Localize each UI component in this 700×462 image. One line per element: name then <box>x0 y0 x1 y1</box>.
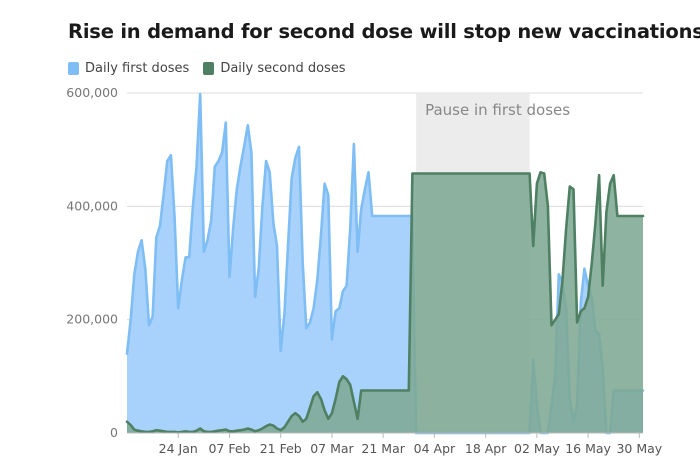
x-tick-label: 24 Jan <box>159 441 198 456</box>
series-layer <box>125 92 645 435</box>
x-tick-label: 21 Mar <box>361 441 405 456</box>
x-tick-label: 04 Apr <box>414 441 456 456</box>
annotation-label: Pause in first doses <box>425 101 570 119</box>
legend: Daily first doses Daily second doses <box>68 61 352 76</box>
x-tick-label: 21 Feb <box>260 441 302 456</box>
y-tick-label: 0 <box>110 425 118 440</box>
x-tick-label: 30 May <box>616 441 662 456</box>
x-tick-label: 07 Feb <box>208 441 250 456</box>
y-tick-label: 200,000 <box>66 312 118 327</box>
x-tick-label: 02 May <box>514 441 560 456</box>
legend-item-first-doses: Daily first doses <box>68 61 189 76</box>
y-tick-label: 400,000 <box>66 198 118 213</box>
area-second-doses <box>127 172 643 434</box>
x-tick-label: 16 May <box>565 441 611 456</box>
legend-swatch-second-doses <box>203 62 215 75</box>
x-tick-label: 07 Mar <box>310 441 354 456</box>
area-first-doses <box>127 94 643 433</box>
axis-layer: 0 200,000 400,000 600,000 24 Jan 07 Feb 21 Feb… <box>66 85 663 456</box>
legend-item-second-doses: Daily second doses <box>203 61 346 76</box>
legend-swatch-first-doses <box>68 62 79 75</box>
y-tick-label: 600,000 <box>66 85 118 100</box>
x-tick-label: 18 Apr <box>465 441 507 456</box>
chart-title: Rise in demand for second dose will stop… <box>68 20 700 43</box>
line-second-doses <box>125 171 645 434</box>
legend-label-second-doses: Daily second doses <box>220 61 346 76</box>
legend-label-first-doses: Daily first doses <box>85 61 190 76</box>
